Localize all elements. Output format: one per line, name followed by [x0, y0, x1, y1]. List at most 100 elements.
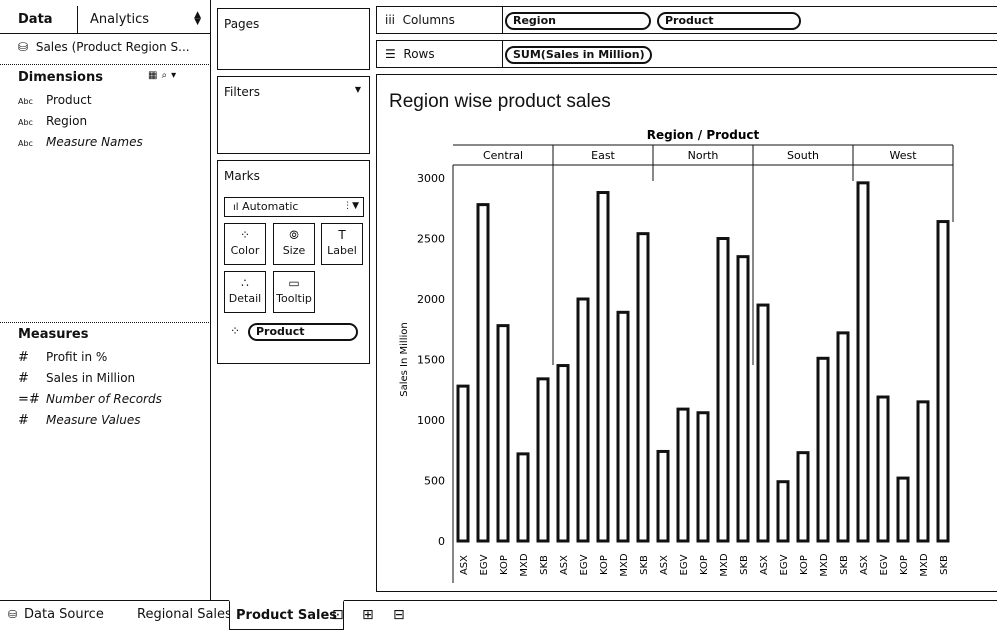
bar-west-mxd	[916, 400, 930, 543]
tooltip-label: Tooltip	[276, 292, 312, 305]
tab-product-sales[interactable]: Product Sales	[229, 600, 345, 630]
bar-north-egv	[676, 407, 690, 543]
bar-south-mxd	[816, 356, 830, 543]
mark-type-select[interactable]: ıl Automatic ⋮▼	[224, 197, 364, 217]
new-story-icon[interactable]: ⊟	[393, 607, 405, 623]
dimension-field[interactable]: Abc Region	[18, 114, 87, 128]
color-button[interactable]: ⁘ Color	[224, 223, 266, 265]
bar-north-asx	[656, 449, 670, 543]
label-button[interactable]: T Label	[321, 223, 363, 265]
dimension-field[interactable]: Abc Measure Names	[18, 135, 143, 149]
product-tick-label: ASX	[859, 555, 870, 575]
datasource-icon: ⛁	[18, 40, 29, 54]
tab-analytics-label: Analytics	[90, 12, 150, 27]
columns-shelf[interactable]: iii Columns Region Product	[376, 6, 997, 34]
columns-icon: iii	[385, 13, 396, 27]
rows-shelf[interactable]: ☰ Rows SUM(Sales in Million)	[376, 40, 997, 68]
detail-button[interactable]: ∴ Detail	[224, 271, 266, 313]
filters-card[interactable]: Filters ▼	[217, 76, 370, 154]
bar-east-asx	[556, 364, 570, 543]
database-icon: ⛁	[8, 608, 18, 621]
product-tick-label: MXD	[919, 553, 930, 576]
tooltip-icon: ▭	[288, 276, 300, 290]
product-tick-label: ASX	[459, 555, 470, 575]
chevron-down-icon[interactable]: ▼	[354, 85, 361, 94]
product-tick-label: SKB	[539, 555, 550, 575]
product-tick-label: KOP	[499, 555, 510, 575]
region-header-label: South	[787, 149, 819, 162]
tab-regional-sales[interactable]: Regional Sales	[137, 607, 232, 622]
region-pill[interactable]: Region	[505, 12, 651, 30]
bar-south-skb	[836, 331, 850, 543]
region-header-label: West	[889, 149, 917, 162]
chevron-down-icon[interactable]: ▾	[171, 70, 181, 81]
sum-sales-pill[interactable]: SUM(Sales in Million)	[505, 46, 652, 64]
up-down-icon[interactable]: ▲ ▼	[194, 10, 201, 27]
product-tick-label: ASX	[759, 555, 770, 575]
y-tick-label: 2000	[417, 293, 445, 306]
product-tick-label: KOP	[699, 555, 710, 575]
tab-data[interactable]: Data	[0, 6, 78, 34]
new-dashboard-icon[interactable]: ⊞	[362, 607, 374, 623]
region-header-label: Central	[483, 149, 523, 162]
header-label: Region / Product	[647, 128, 760, 142]
measure-field[interactable]: # Measure Values	[18, 413, 140, 428]
bar-north-skb	[736, 255, 750, 543]
tab-analytics[interactable]: Analytics ▲ ▼	[78, 6, 211, 34]
columns-text: Columns	[402, 13, 455, 27]
measure-field[interactable]: # Sales in Million	[18, 371, 135, 386]
product-pill[interactable]: Product	[657, 12, 801, 30]
bar-south-egv	[776, 480, 790, 543]
size-button[interactable]: ⦾ Size	[273, 223, 315, 265]
bar-central-skb	[536, 377, 550, 543]
y-tick-label: 1500	[417, 354, 445, 367]
detail-label: Detail	[228, 292, 262, 305]
product-tick-label: KOP	[599, 555, 610, 575]
region-header-label: North	[688, 149, 719, 162]
color-product-pill[interactable]: Product	[248, 323, 358, 341]
product-tick-label: ASX	[659, 555, 670, 575]
product-tick-label: EGV	[679, 554, 690, 575]
measure-field[interactable]: # Profit in %	[18, 350, 107, 365]
search-icon[interactable]: ⌕	[161, 70, 172, 81]
product-tick-label: MXD	[819, 553, 830, 576]
product-tick-label: SKB	[739, 555, 750, 575]
string-type-icon: Abc	[18, 97, 33, 106]
bar-central-egv	[476, 203, 490, 543]
bar-south-kop	[796, 451, 810, 543]
dimension-field[interactable]: Abc Product	[18, 93, 92, 107]
divider	[0, 64, 211, 65]
measure-field-name: Profit in %	[46, 350, 108, 364]
bar-chart-icon: ıl	[233, 202, 239, 213]
product-tick-label: MXD	[519, 553, 530, 576]
view-list-icon[interactable]: ▦	[148, 70, 162, 81]
pages-card[interactable]: Pages	[217, 8, 370, 70]
color-icon: ⁘	[239, 228, 251, 242]
product-tick-label: EGV	[579, 554, 590, 575]
divider	[0, 322, 211, 323]
string-type-icon: Abc	[18, 139, 33, 148]
rows-text: Rows	[403, 47, 435, 61]
tooltip-button[interactable]: ▭ Tooltip	[273, 271, 315, 313]
dimensions-title: Dimensions	[18, 70, 103, 85]
bar-west-asx	[856, 181, 870, 543]
color-icon: ⁘	[230, 324, 241, 338]
bar-central-kop	[496, 324, 510, 543]
color-label: Color	[230, 244, 260, 257]
data-source-tab[interactable]: Data Source	[24, 607, 104, 622]
y-tick-label: 500	[424, 475, 445, 488]
string-type-icon: Abc	[18, 118, 33, 127]
new-worksheet-icon[interactable]: ⊡	[332, 607, 344, 623]
measure-field[interactable]: =# Number of Records	[18, 392, 162, 407]
dimension-field-name: Region	[46, 114, 88, 128]
measure-field-name: Measure Values	[46, 413, 141, 427]
region-header-label: East	[591, 149, 615, 162]
product-tick-label: MXD	[619, 553, 630, 576]
datasource-item[interactable]: ⛁ Sales (Product Region S...	[18, 40, 190, 54]
pages-title: Pages	[224, 17, 260, 31]
bar-east-skb	[636, 232, 650, 543]
measures-title: Measures	[18, 327, 89, 342]
y-tick-label: 3000	[417, 172, 445, 185]
bottom-tab-bar: ⛁ Data Source Regional Sales Product Sal…	[0, 600, 997, 630]
product-tick-label: SKB	[939, 555, 950, 575]
